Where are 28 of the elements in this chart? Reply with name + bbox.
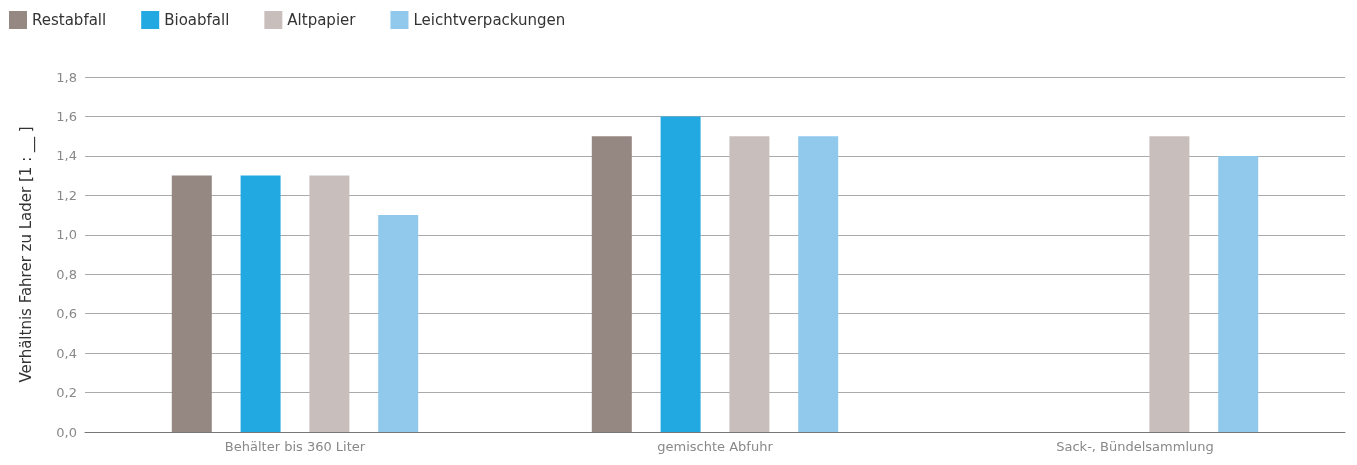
bar [240,175,281,432]
x-tick-label: gemischte Abfuhr [657,439,774,454]
y-tick-label: 1,2 [56,187,77,203]
bar [591,136,632,432]
y-tick-label: 0,8 [56,266,77,282]
bar [309,175,350,432]
bar [1149,136,1190,432]
y-tick-label: 1,4 [56,148,77,164]
y-tick-label: 0,0 [56,424,77,440]
bar [171,175,212,432]
legend-label: Restabfall [32,11,107,29]
legend-label: Altpapier [287,11,357,29]
bar [1218,155,1259,432]
bar [660,116,701,432]
y-tick-label: 1,6 [56,108,77,124]
y-axis-title: Verhältnis Fahrer zu Lader [1 : __ ] [16,126,36,383]
x-tick-label: Sack-, Bündelsammlung [1056,439,1214,454]
bar [378,215,419,432]
y-tick-label: 0,2 [56,385,77,401]
y-tick-label: 1,8 [56,69,77,85]
y-tick-label: 0,4 [56,345,77,361]
y-tick-label: 1,0 [56,227,77,243]
x-tick-label: Behälter bis 360 Liter [224,439,366,454]
bar [729,136,770,432]
bar [798,136,839,432]
legend-label: Bioabfall [164,11,230,29]
legend-label: Leichtverpackungen [413,11,566,29]
y-tick-label: 0,6 [56,306,77,322]
